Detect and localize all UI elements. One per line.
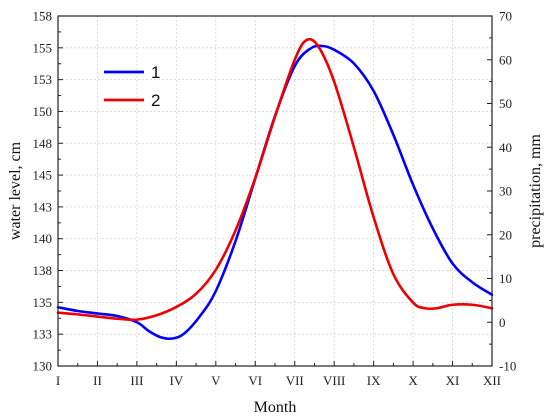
- x-tick-label: IX: [367, 373, 381, 388]
- left-tick-label: 140: [33, 231, 53, 246]
- axis-ticks: [57, 15, 493, 367]
- left-tick-label: 148: [33, 136, 53, 151]
- series-layer: [56, 37, 494, 341]
- x-tick-label: II: [93, 373, 102, 388]
- left-tick-label: 133: [33, 327, 53, 342]
- x-tick-label: IV: [170, 373, 184, 388]
- left-tick-label: 155: [33, 40, 53, 55]
- legend-label-2: 2: [151, 91, 160, 110]
- grid: [58, 16, 492, 366]
- right-tick-label: 30: [499, 184, 512, 199]
- right-tick-label: 60: [499, 52, 512, 67]
- x-axis-tick-labels: I II III IV V VI VII VIII IX X XI XII: [56, 373, 501, 388]
- right-tick-label: -10: [499, 359, 516, 374]
- x-tick-label: VI: [248, 373, 262, 388]
- x-tick-label: V: [211, 373, 221, 388]
- left-tick-label: 135: [33, 295, 53, 310]
- left-tick-label: 145: [33, 168, 53, 183]
- right-axis-tick-labels: -10 0 10 20 30 40 50 60 70: [499, 9, 516, 374]
- right-tick-label: 10: [499, 271, 512, 286]
- left-tick-label: 138: [33, 263, 53, 278]
- x-tick-label: X: [408, 373, 418, 388]
- x-tick-label: VIII: [323, 373, 345, 388]
- left-tick-label: 150: [33, 104, 53, 119]
- right-tick-label: 50: [499, 96, 512, 111]
- plot-frame: [57, 15, 493, 367]
- right-axis-title: precipitation, mm: [527, 134, 544, 248]
- series-line-1: [56, 44, 494, 341]
- series-line-2: [56, 37, 494, 322]
- left-tick-label: 158: [33, 9, 53, 24]
- x-tick-label: III: [130, 373, 143, 388]
- right-tick-label: 20: [499, 227, 512, 242]
- right-tick-label: 0: [499, 315, 506, 330]
- left-axis-tick-labels: 130 133 135 138 140 143 145 148 150 153 155 158: [33, 9, 53, 374]
- x-tick-label: I: [56, 373, 60, 388]
- x-tick-label: XII: [483, 373, 501, 388]
- x-axis-title: Month: [254, 399, 297, 416]
- left-tick-label: 153: [33, 72, 53, 87]
- right-tick-label: 40: [499, 140, 512, 155]
- right-tick-label: 70: [499, 9, 512, 24]
- left-tick-label: 130: [33, 359, 53, 374]
- legend: 12: [104, 63, 160, 110]
- legend-label-1: 1: [151, 63, 160, 82]
- left-tick-label: 143: [33, 199, 53, 214]
- x-tick-label: VII: [286, 373, 304, 388]
- x-tick-label: XI: [446, 373, 460, 388]
- left-axis-title: water level, cm: [7, 141, 24, 240]
